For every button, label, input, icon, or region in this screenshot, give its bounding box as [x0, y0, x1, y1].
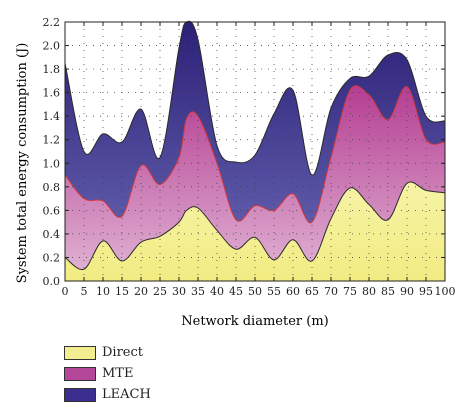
x-tick-label: 55 [267, 285, 281, 298]
legend-swatch-leach [64, 387, 96, 402]
y-tick-label: 1.0 [43, 157, 61, 170]
x-tick-label: 15 [115, 285, 129, 298]
x-axis-label: Network diameter (m) [181, 314, 328, 329]
legend-item-leach: LEACH [64, 384, 184, 405]
x-tick-label: 45 [229, 285, 243, 298]
legend-item-direct: Direct [64, 342, 184, 363]
y-tick-label: 0.0 [43, 275, 61, 288]
x-tick-label: 80 [362, 285, 376, 298]
x-tick-label: 10 [96, 285, 110, 298]
x-tick-label: 95 [419, 285, 433, 298]
legend-swatch-direct [64, 345, 96, 360]
series-leach-line [64, 20, 446, 176]
x-tick-label: 35 [191, 285, 205, 298]
x-tick-label: 65 [305, 285, 319, 298]
legend-swatch-mte [64, 366, 96, 381]
y-tick-label: 0.4 [43, 228, 61, 241]
y-tick-label: 2.0 [43, 40, 61, 53]
x-tick-label: 70 [324, 285, 338, 298]
x-tick-label: 90 [400, 285, 414, 298]
y-tick-label: 0.8 [43, 181, 61, 194]
y-tick-label: 1.2 [43, 134, 61, 147]
x-tick-label: 40 [210, 285, 224, 298]
x-tick-label: 25 [153, 285, 167, 298]
x-tick-label: 60 [286, 285, 300, 298]
y-tick-label: 0.2 [43, 251, 61, 264]
series-direct-area [65, 181, 445, 281]
x-tick-label: 85 [381, 285, 395, 298]
x-tick-label: 50 [248, 285, 262, 298]
y-tick-label: 0.6 [43, 204, 61, 217]
y-tick-label: 1.4 [43, 110, 61, 123]
x-tick-label: 5 [81, 285, 88, 298]
y-tick-label: 2.2 [43, 16, 61, 29]
legend-label-leach: LEACH [102, 387, 151, 402]
x-tick-label: 100 [435, 285, 456, 298]
y-tick-label: 1.6 [43, 87, 61, 100]
legend-item-mte: MTE [64, 363, 184, 384]
y-tick-label: 1.8 [43, 63, 61, 76]
x-tick-label: 30 [172, 285, 186, 298]
x-tick-label: 0 [62, 285, 69, 298]
series-mte-line [64, 85, 446, 224]
series-direct-line [64, 181, 446, 271]
x-tick-label: 75 [343, 285, 357, 298]
legend-label-mte: MTE [102, 366, 134, 381]
x-tick-label: 20 [134, 285, 148, 298]
legend-label-direct: Direct [102, 345, 143, 360]
legend: Direct MTE LEACH [64, 342, 184, 405]
y-axis-label: System total energy consumption (J) [15, 43, 30, 284]
